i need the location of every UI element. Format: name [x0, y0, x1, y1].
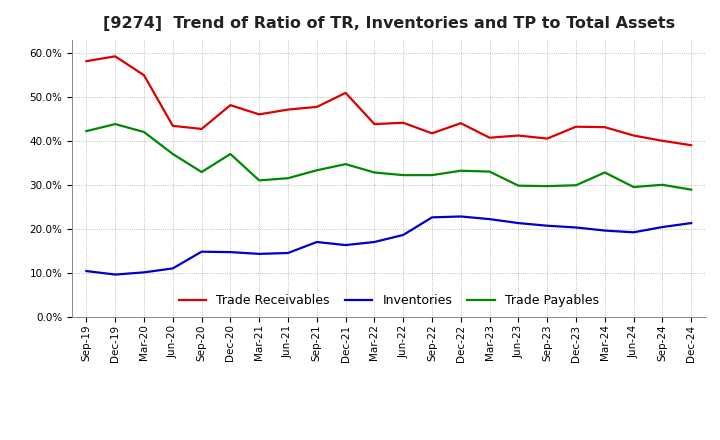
Trade Payables — [658, 182, 667, 187]
Trade Payables — [687, 187, 696, 192]
Trade Payables — [197, 169, 206, 175]
Trade Receivables — [82, 59, 91, 64]
Inventories — [428, 215, 436, 220]
Trade Payables — [312, 168, 321, 173]
Inventories — [226, 249, 235, 255]
Trade Receivables — [600, 125, 609, 130]
Inventories — [284, 250, 292, 256]
Trade Receivables — [226, 103, 235, 108]
Trade Payables — [456, 168, 465, 173]
Inventories — [168, 266, 177, 271]
Trade Receivables — [485, 135, 494, 140]
Inventories — [514, 220, 523, 226]
Line: Trade Payables: Trade Payables — [86, 124, 691, 190]
Inventories — [399, 232, 408, 238]
Trade Payables — [629, 184, 638, 190]
Line: Trade Receivables: Trade Receivables — [86, 56, 691, 145]
Trade Payables — [543, 183, 552, 189]
Trade Payables — [111, 121, 120, 127]
Trade Receivables — [255, 112, 264, 117]
Trade Payables — [370, 170, 379, 175]
Trade Receivables — [572, 124, 580, 129]
Trade Receivables — [197, 126, 206, 132]
Trade Receivables — [514, 133, 523, 138]
Trade Receivables — [140, 73, 148, 78]
Trade Payables — [284, 176, 292, 181]
Trade Receivables — [111, 54, 120, 59]
Trade Payables — [399, 172, 408, 178]
Trade Receivables — [284, 107, 292, 112]
Trade Payables — [600, 170, 609, 175]
Trade Receivables — [168, 123, 177, 128]
Trade Payables — [572, 183, 580, 188]
Inventories — [658, 224, 667, 230]
Inventories — [140, 270, 148, 275]
Inventories — [255, 251, 264, 257]
Legend: Trade Receivables, Inventories, Trade Payables: Trade Receivables, Inventories, Trade Pa… — [173, 288, 605, 313]
Inventories — [370, 239, 379, 245]
Trade Payables — [82, 128, 91, 134]
Trade Receivables — [428, 131, 436, 136]
Inventories — [600, 228, 609, 233]
Trade Payables — [341, 161, 350, 167]
Inventories — [456, 214, 465, 219]
Trade Receivables — [341, 90, 350, 95]
Trade Receivables — [629, 133, 638, 138]
Inventories — [629, 230, 638, 235]
Trade Payables — [140, 129, 148, 135]
Inventories — [111, 272, 120, 277]
Inventories — [341, 242, 350, 248]
Trade Receivables — [456, 121, 465, 126]
Trade Receivables — [370, 121, 379, 127]
Trade Payables — [514, 183, 523, 188]
Trade Receivables — [399, 120, 408, 125]
Inventories — [543, 223, 552, 228]
Inventories — [687, 220, 696, 226]
Title: [9274]  Trend of Ratio of TR, Inventories and TP to Total Assets: [9274] Trend of Ratio of TR, Inventories… — [103, 16, 675, 32]
Inventories — [572, 225, 580, 230]
Trade Receivables — [312, 104, 321, 110]
Trade Receivables — [543, 136, 552, 141]
Inventories — [82, 268, 91, 274]
Inventories — [485, 216, 494, 222]
Trade Payables — [428, 172, 436, 178]
Trade Receivables — [687, 143, 696, 148]
Trade Payables — [168, 151, 177, 157]
Line: Inventories: Inventories — [86, 216, 691, 275]
Trade Receivables — [658, 138, 667, 143]
Trade Payables — [226, 151, 235, 157]
Inventories — [197, 249, 206, 254]
Inventories — [312, 239, 321, 245]
Trade Payables — [485, 169, 494, 174]
Trade Payables — [255, 178, 264, 183]
